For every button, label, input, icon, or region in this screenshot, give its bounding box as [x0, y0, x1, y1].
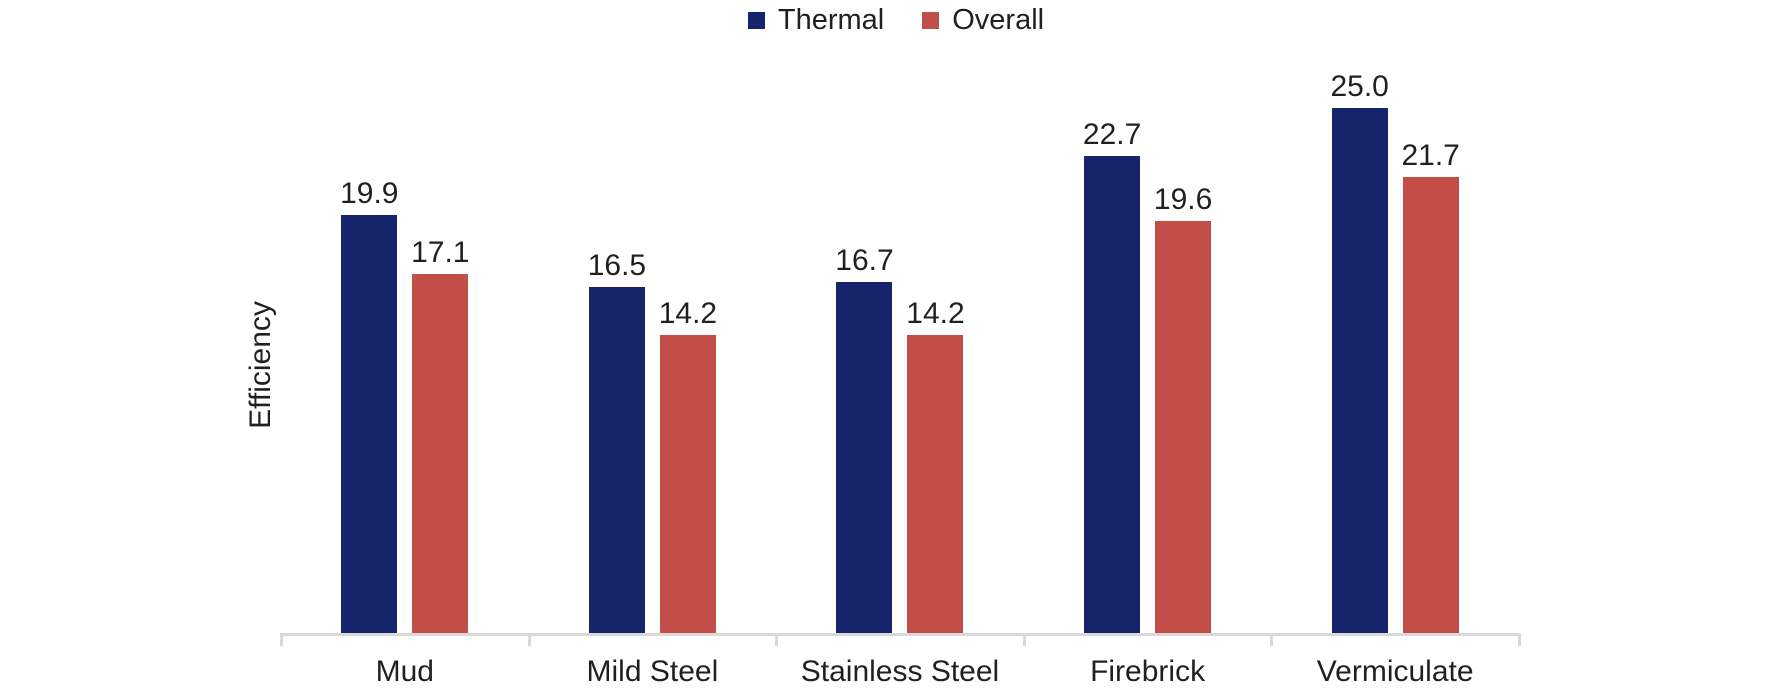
thermal-bar-stainless-steel: 16.7: [835, 246, 894, 633]
category-group-firebrick: 22.7 19.6: [1024, 45, 1272, 633]
overall-value-label-mild-steel: 14.2: [658, 296, 718, 330]
legend-item-overall: Overall: [922, 6, 1044, 35]
category-group-mild-steel: 16.5 14.2: [529, 45, 777, 633]
y-axis-label: Efficiency: [244, 301, 277, 429]
thermal-bar-mud: 19.9: [340, 179, 398, 633]
x-axis-tick: [1270, 633, 1274, 646]
legend-label-thermal: Thermal: [777, 4, 885, 36]
x-axis-tick: [775, 633, 779, 646]
legend-label-overall: Overall: [952, 4, 1045, 36]
x-axis-line: [281, 633, 1521, 636]
overall-value-label-stainless-steel: 14.2: [906, 296, 965, 330]
overall-bar-vermiculate: 21.7: [1401, 141, 1460, 633]
thermal-bar-mild-steel: 16.5: [588, 250, 646, 633]
thermal-value-label-stainless-steel: 16.7: [835, 244, 894, 278]
thermal-series-swatch-icon: [747, 12, 765, 29]
plot-area: 19.9 17.1 16.5 14.2 16.7 14.2 22.7 19.6 25.0 21.7: [281, 45, 1519, 633]
thermal-value-label-mild-steel: 16.5: [587, 248, 647, 282]
x-axis-tick: [1022, 633, 1026, 646]
x-axis-label-mild-steel: Mild Steel: [586, 655, 719, 688]
category-group-vermiculate: 25.0 21.7: [1271, 45, 1519, 633]
x-axis-tick: [280, 633, 283, 646]
thermal-bar-vermiculate: 25.0: [1330, 72, 1389, 633]
x-axis-label-mud: Mud: [375, 655, 434, 688]
x-axis-ticks: [280, 633, 1521, 646]
overall-bar-mud: 17.1: [411, 237, 469, 633]
category-group-stainless-steel: 16.7 14.2: [776, 45, 1024, 633]
x-axis-labels: Mud Mild Steel Stainless Steel Firebrick Ver…: [281, 655, 1519, 688]
thermal-bar-firebrick: 22.7: [1083, 120, 1141, 633]
overall-bar-firebrick: 19.6: [1154, 185, 1212, 633]
category-group-mud: 19.9 17.1: [281, 45, 529, 633]
thermal-value-label-vermiculate: 25.0: [1330, 70, 1389, 103]
x-axis-tick: [527, 633, 531, 646]
x-axis-tick: [1518, 633, 1521, 646]
chart-legend: Thermal Overall: [10, 6, 1772, 35]
thermal-value-label-mud: 19.9: [340, 177, 399, 211]
overall-value-label-firebrick: 19.6: [1153, 183, 1213, 217]
thermal-value-label-firebrick: 22.7: [1082, 118, 1142, 152]
overall-bar-mild-steel: 14.2: [659, 298, 717, 633]
overall-series-swatch-icon: [922, 12, 940, 29]
overall-bar-stainless-steel: 14.2: [906, 298, 965, 633]
x-axis-label-vermiculate: Vermiculate: [1316, 655, 1474, 688]
x-axis-label-firebrick: Firebrick: [1090, 655, 1206, 688]
overall-value-label-vermiculate: 21.7: [1401, 139, 1460, 173]
legend-item-thermal: Thermal: [747, 4, 885, 36]
overall-value-label-mud: 17.1: [411, 235, 470, 269]
x-axis-label-stainless-steel: Stainless Steel: [800, 655, 1000, 688]
